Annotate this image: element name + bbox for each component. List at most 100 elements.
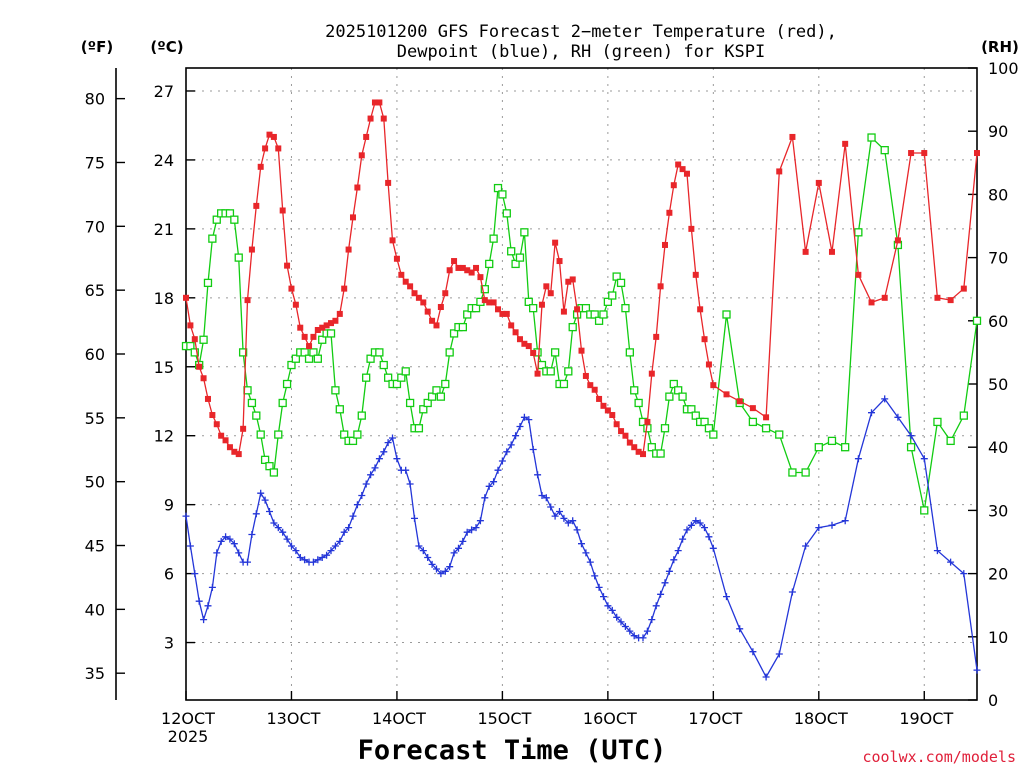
data-point [186,542,194,550]
data-point [318,554,326,561]
data-point [697,306,704,313]
data-point [907,432,915,440]
data-point [208,583,216,591]
chart-title-line1: 2025101200 GFS Forecast 2−meter Temperat… [325,22,837,42]
data-point [696,519,704,527]
celsius-axis-label: (ºC) [150,38,183,56]
series-line [185,397,978,679]
data-point [415,542,423,550]
data-point [414,424,424,433]
data-point [332,317,339,324]
rh-series [181,133,982,515]
data-point [371,464,379,472]
data-point [568,322,577,332]
data-point [375,348,384,357]
rh-tick-label: 0 [988,691,998,710]
data-point [609,412,616,419]
data-point [670,182,677,189]
data-point [261,496,269,504]
data-point [960,285,967,292]
data-point [608,606,616,614]
data-point [442,290,449,297]
data-point [789,133,796,140]
data-point [534,370,541,377]
data-point [270,133,277,140]
data-point [301,556,309,564]
data-point [670,556,678,564]
data-point [270,519,278,527]
data-point [367,115,374,122]
data-point [257,163,264,170]
fahrenheit-tick-label: 50 [85,473,105,492]
data-point [252,411,261,420]
data-point [340,528,348,536]
data-point [630,632,638,640]
data-point [226,535,234,543]
data-point [480,285,489,294]
data-point [709,544,717,552]
data-point [367,471,375,479]
data-point [266,508,273,515]
data-point [933,547,941,555]
data-point [279,528,287,536]
data-point [692,271,699,278]
data-point [534,471,542,479]
data-point [679,166,686,173]
data-point [327,547,335,555]
data-point [231,448,238,455]
data-point [265,462,274,471]
data-point [358,152,365,159]
data-point [542,494,550,502]
data-point [529,446,537,453]
data-point [481,297,488,304]
data-point [648,370,655,377]
data-point [959,411,968,420]
data-point [674,547,682,555]
data-point [331,542,339,550]
data-point [279,207,286,214]
data-point [349,214,356,221]
data-point [516,423,524,430]
data-point [455,264,462,271]
data-point [257,489,265,497]
data-point [341,285,348,292]
data-point [485,259,494,269]
data-point [230,540,238,548]
data-point [296,554,304,561]
data-point [722,310,731,319]
data-point [775,430,784,439]
data-point [304,354,314,363]
data-point [398,271,405,278]
data-point [384,439,392,447]
data-point [815,524,823,532]
data-point [516,336,523,343]
credit-link[interactable]: coolwx.com/models [862,748,1016,766]
data-point [604,602,612,610]
data-point [340,430,349,439]
data-point [947,297,954,304]
data-point [319,324,326,331]
data-point [634,398,643,408]
data-point [855,271,862,278]
data-point [336,310,343,317]
data-point [476,517,484,525]
data-point [468,269,475,276]
data-point [402,466,410,474]
data-point [419,547,427,555]
data-point [463,310,472,319]
data-point [530,349,537,356]
data-point [336,537,344,545]
data-point [665,567,673,575]
fahrenheit-tick-label: 55 [85,409,105,428]
data-point [213,549,221,557]
data-point [309,348,318,357]
data-point [881,294,888,301]
data-point [499,310,506,317]
data-point [612,272,621,281]
data-point [906,443,916,452]
data-point [626,439,633,446]
data-point [495,306,502,313]
data-point [631,444,638,451]
data-point [489,234,498,243]
data-point [933,417,942,427]
